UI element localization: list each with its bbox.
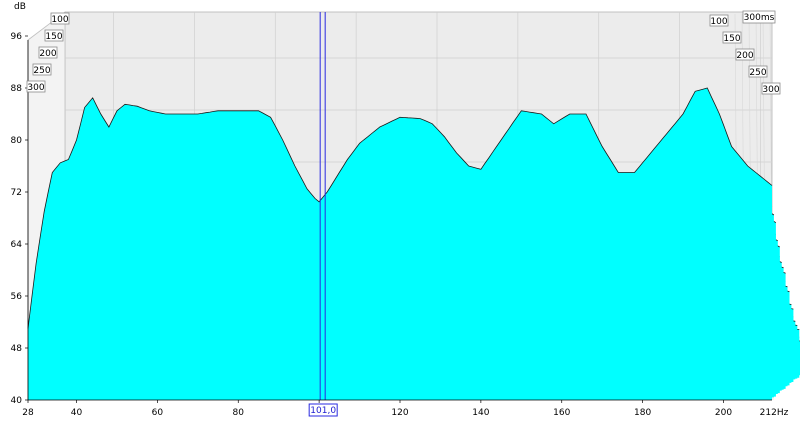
x-tick-label: 60	[152, 408, 164, 418]
y-tick-label: 72	[11, 188, 22, 198]
x-tick-label: 80	[233, 408, 245, 418]
time-label-left: 100	[51, 15, 68, 25]
y-tick-label: 88	[11, 84, 23, 94]
x-tick-label: 200	[715, 408, 732, 418]
y-tick-label: 64	[11, 240, 23, 250]
time-max-label: 300ms	[744, 13, 775, 23]
x-tick-label: 160	[553, 408, 570, 418]
x-end-label: 212Hz	[760, 408, 789, 418]
time-label-right: 100	[710, 17, 727, 27]
time-label-left: 150	[45, 32, 62, 42]
time-label-left: 300	[27, 83, 44, 93]
x-tick-label: 180	[634, 408, 651, 418]
y-tick-label: 40	[11, 396, 23, 406]
cursor-label: 101,0	[310, 406, 336, 416]
waterfall-slices	[28, 88, 800, 400]
y-tick-label: 96	[11, 32, 23, 42]
time-label-right: 300	[762, 85, 779, 95]
time-label-right: 250	[749, 68, 766, 78]
y-axis-label: dB	[14, 2, 26, 12]
x-tick-label: 120	[391, 408, 408, 418]
x-tick-label: 40	[71, 408, 83, 418]
x-tick-label: 140	[472, 408, 489, 418]
time-label-left: 200	[39, 49, 56, 59]
y-tick-label: 80	[11, 136, 23, 146]
time-label-right: 200	[736, 51, 753, 61]
y-tick-label: 56	[11, 292, 23, 302]
x-tick-label: 28	[22, 408, 34, 418]
time-label-right: 150	[723, 34, 740, 44]
time-label-left: 250	[33, 66, 50, 76]
y-tick-label: 48	[11, 344, 23, 354]
